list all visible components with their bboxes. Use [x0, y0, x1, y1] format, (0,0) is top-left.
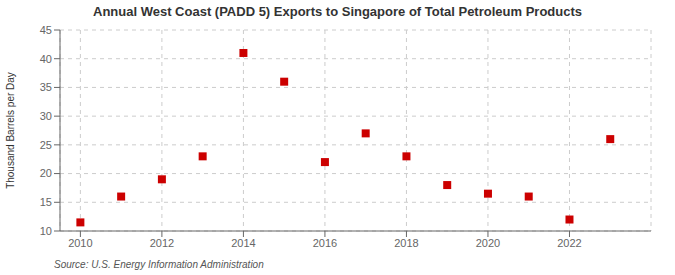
svg-text:2014: 2014 — [231, 237, 255, 249]
svg-text:35: 35 — [40, 81, 52, 93]
svg-text:2010: 2010 — [68, 237, 92, 249]
svg-text:15: 15 — [40, 196, 52, 208]
svg-text:2018: 2018 — [394, 237, 418, 249]
html-text:Source: U.S. Energy Informatio: Source: U.S. Energy Information Administ… — [54, 259, 264, 270]
svg-text:2012: 2012 — [150, 237, 174, 249]
svg-text:45: 45 — [40, 24, 52, 36]
svg-text:2022: 2022 — [557, 237, 581, 249]
svg-text:2016: 2016 — [313, 237, 337, 249]
svg-text:20: 20 — [40, 167, 52, 179]
svg-text:10: 10 — [40, 225, 52, 237]
svg-text:40: 40 — [40, 53, 52, 65]
svg-text:2020: 2020 — [476, 237, 500, 249]
svg-text:25: 25 — [40, 139, 52, 151]
svg-text:Thousand Barrels per Day: Thousand Barrels per Day — [8, 72, 16, 189]
svg-text:30: 30 — [40, 110, 52, 122]
html-text:Annual West Coast (PADD 5) Exp: Annual West Coast (PADD 5) Exports to Si… — [93, 4, 582, 19]
